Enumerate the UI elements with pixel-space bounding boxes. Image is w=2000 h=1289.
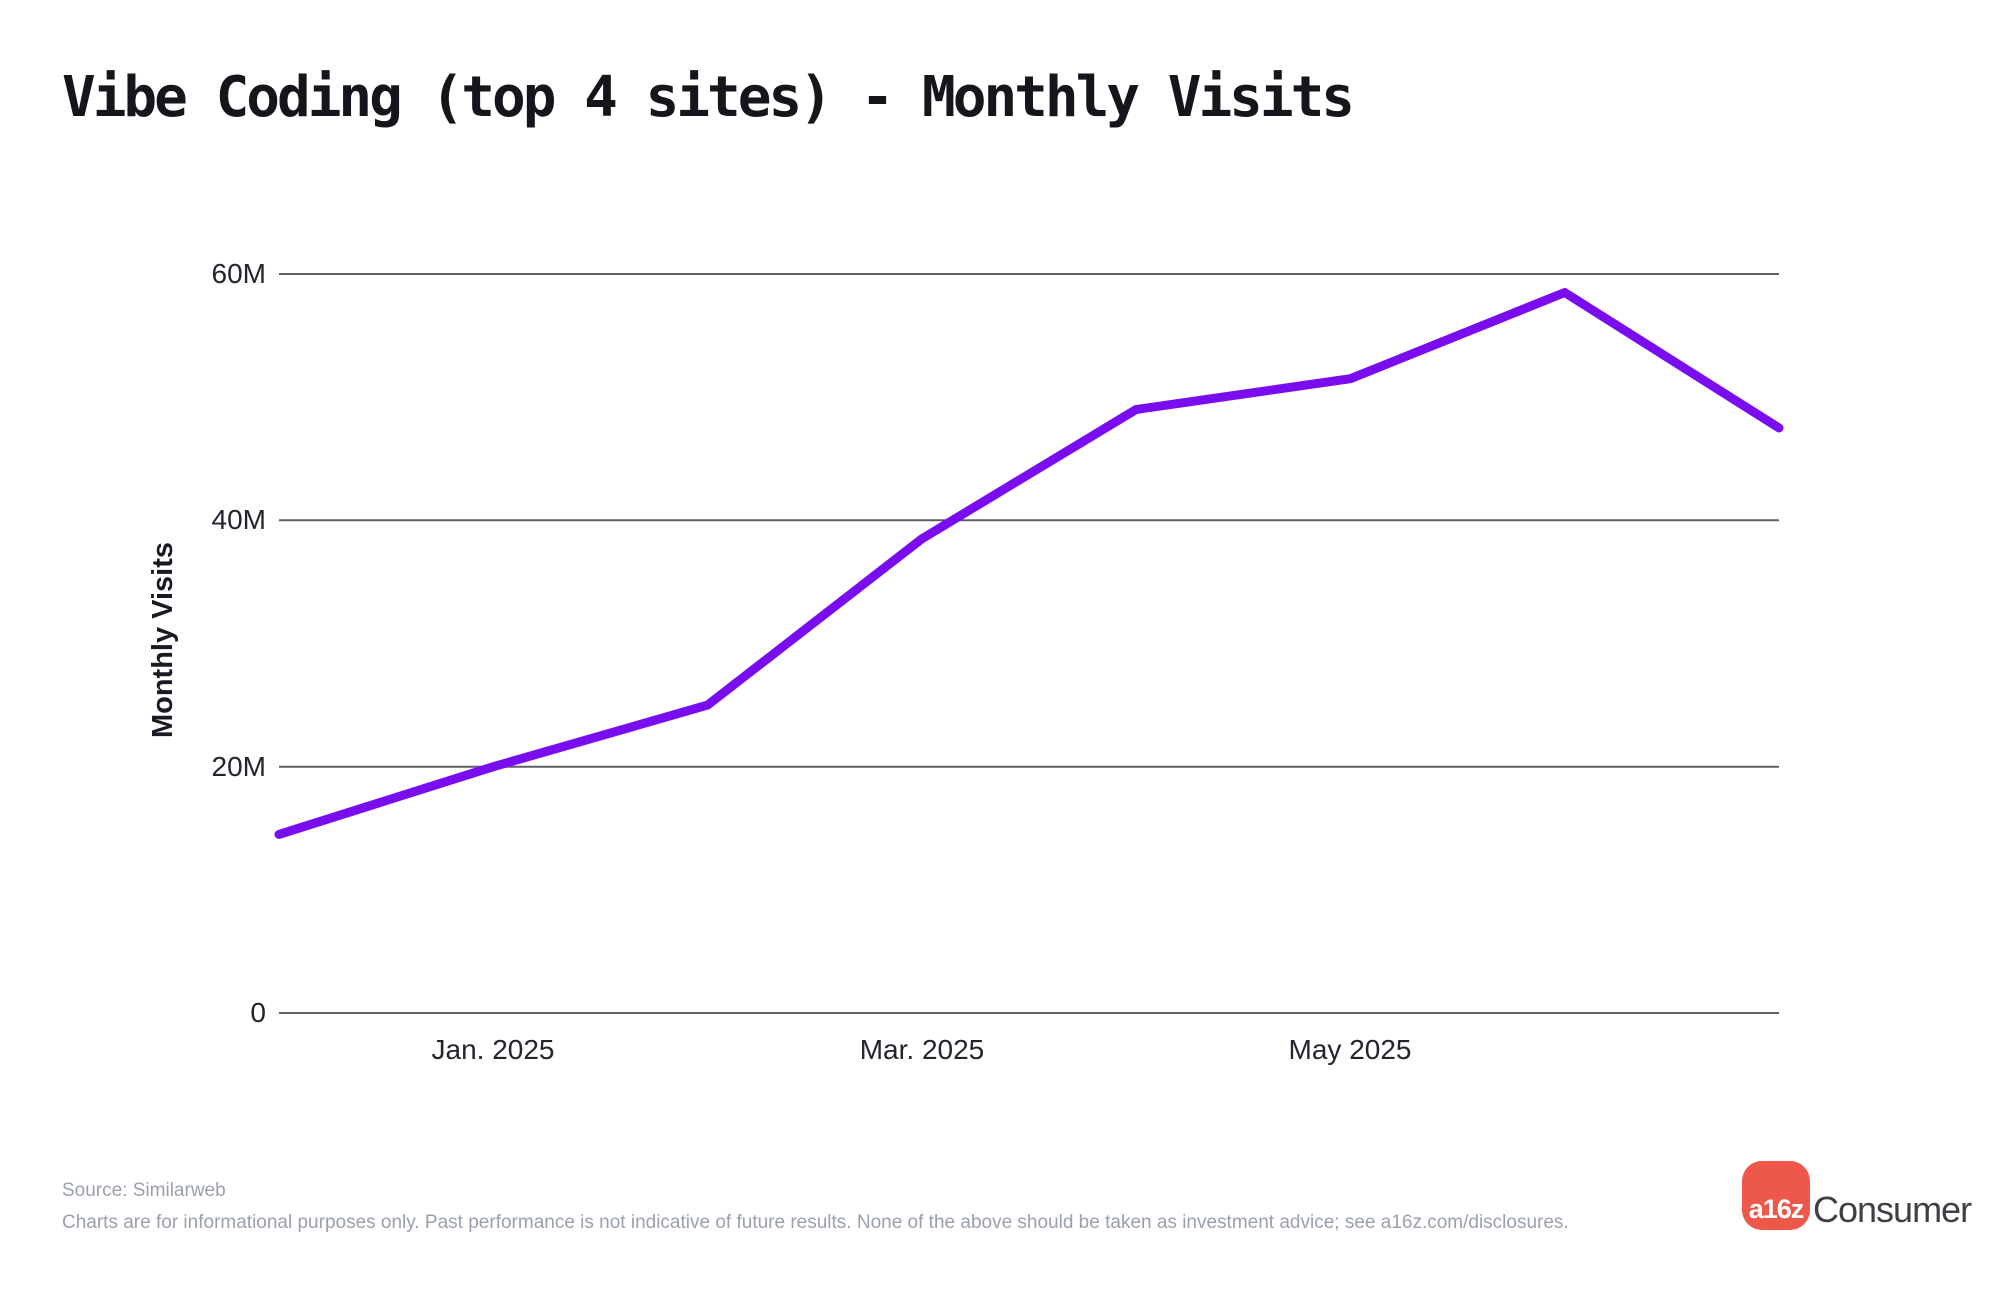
x-tick-mar-2025: Mar. 2025	[859, 1034, 985, 1065]
monthly-visits-line	[274, 288, 1784, 839]
x-tick-may-2025: May 2025	[1288, 1034, 1412, 1065]
y-tick-60m: 60M	[211, 258, 266, 289]
y-tick-20m: 20M	[211, 751, 266, 782]
source-note: Source: Similarweb	[62, 1180, 226, 1201]
disclaimer-note: Charts are for informational purposes on…	[62, 1212, 1569, 1233]
x-tick-jan-2025: Jan. 2025	[431, 1034, 555, 1065]
gridlines	[279, 273, 1779, 1014]
y-tick-40m: 40M	[211, 504, 266, 535]
a16z-logo-text: a16z	[1748, 1194, 1805, 1224]
a16z-logo-mark: a16z	[1742, 1161, 1810, 1230]
consumer-wordmark: Consumer	[1813, 1189, 1972, 1230]
chart-title: Vibe Coding (top 4 sites) - Monthly Visi…	[62, 65, 1355, 130]
y-tick-0: 0	[250, 997, 266, 1028]
